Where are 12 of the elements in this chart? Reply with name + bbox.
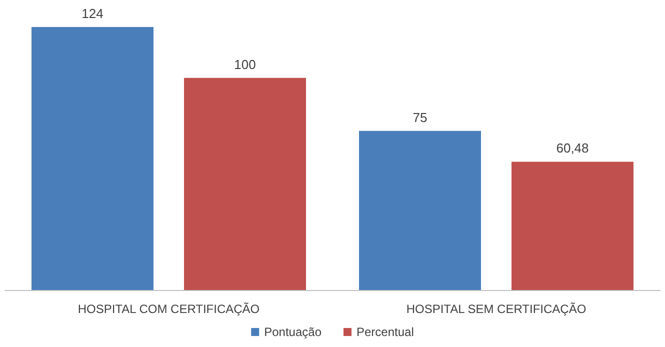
legend-label: Percentual — [356, 325, 414, 339]
x-tick-label: HOSPITAL COM CERTIFICAÇÃO — [78, 302, 260, 316]
data-label: 60,48 — [556, 140, 589, 156]
bar — [359, 130, 481, 290]
data-label: 100 — [234, 56, 256, 72]
bar — [32, 27, 154, 290]
data-label: 75 — [412, 110, 428, 125]
bar — [184, 78, 306, 290]
legend-label: Pontuação — [264, 325, 322, 339]
data-label: 124 — [82, 6, 104, 21]
bar — [512, 162, 634, 290]
x-tick-label: HOSPITAL SEM CERTIFICAÇÃO — [406, 302, 586, 316]
